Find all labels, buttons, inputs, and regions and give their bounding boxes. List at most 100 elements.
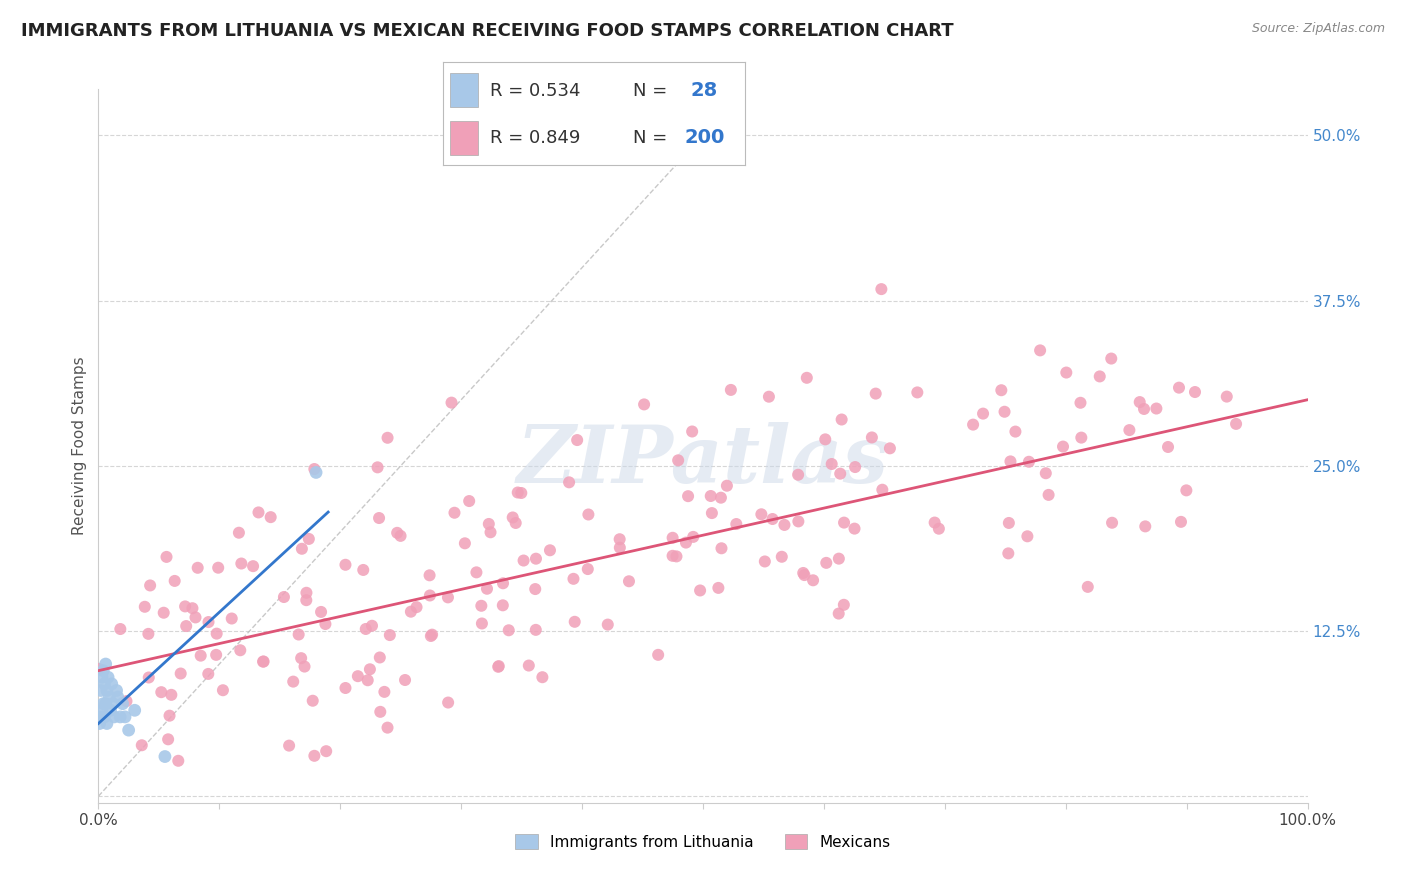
Point <box>174 619 197 633</box>
Point <box>419 629 441 643</box>
Point <box>828 607 851 621</box>
Point <box>157 732 180 747</box>
Point <box>377 431 399 445</box>
Point <box>512 553 534 567</box>
Point <box>524 582 547 596</box>
Point <box>458 494 481 508</box>
Point <box>879 442 901 456</box>
Point <box>1018 455 1040 469</box>
Point <box>1035 467 1057 481</box>
Point <box>304 748 326 763</box>
Point <box>1135 519 1157 533</box>
Point <box>832 516 855 530</box>
Point <box>231 557 253 571</box>
Point <box>97 670 120 684</box>
Point <box>107 690 129 704</box>
Point <box>91 697 114 711</box>
Y-axis label: Receiving Food Stamps: Receiving Food Stamps <box>72 357 87 535</box>
Text: R = 0.534: R = 0.534 <box>489 82 581 100</box>
Point <box>110 622 132 636</box>
Point <box>359 662 381 676</box>
Point <box>865 386 887 401</box>
Text: 28: 28 <box>690 81 718 100</box>
Point <box>661 549 683 563</box>
Point <box>295 593 318 607</box>
Point <box>962 417 984 432</box>
Point <box>524 623 547 637</box>
Point <box>498 624 520 638</box>
Point <box>437 696 460 710</box>
Point <box>1054 366 1077 380</box>
Point <box>1069 396 1091 410</box>
Point <box>1017 529 1039 543</box>
Point <box>114 710 136 724</box>
Point <box>815 556 838 570</box>
Point <box>860 430 883 444</box>
Point <box>479 525 502 540</box>
Point <box>531 670 554 684</box>
Point <box>1157 440 1180 454</box>
Point <box>661 531 683 545</box>
Point <box>700 489 723 503</box>
Point <box>94 657 117 671</box>
Point <box>181 601 204 615</box>
Point <box>155 549 177 564</box>
Point <box>160 688 183 702</box>
Point <box>609 541 631 555</box>
Point <box>287 627 309 641</box>
Point <box>174 599 197 614</box>
Point <box>905 385 928 400</box>
Point <box>405 600 427 615</box>
Point <box>205 648 228 662</box>
Point <box>283 674 305 689</box>
Point <box>89 716 111 731</box>
Point <box>538 543 561 558</box>
Point <box>159 708 181 723</box>
Point <box>633 397 655 411</box>
Point <box>440 395 463 409</box>
Point <box>134 599 156 614</box>
Point <box>138 627 160 641</box>
Point <box>796 371 818 385</box>
Point <box>720 383 742 397</box>
Point <box>389 529 412 543</box>
Point <box>118 723 141 738</box>
Point <box>751 508 773 522</box>
Point <box>1144 401 1167 416</box>
Point <box>506 485 529 500</box>
Point <box>304 462 326 476</box>
Point <box>91 670 114 684</box>
Point <box>419 589 441 603</box>
Point <box>373 685 395 699</box>
Point <box>205 626 228 640</box>
Point <box>1216 390 1239 404</box>
Point <box>676 489 699 503</box>
Point <box>290 651 312 665</box>
Legend: Immigrants from Lithuania, Mexicans: Immigrants from Lithuania, Mexicans <box>509 828 897 855</box>
Point <box>221 611 243 625</box>
Point <box>821 457 844 471</box>
Point <box>488 659 510 673</box>
Point <box>368 650 391 665</box>
Point <box>558 475 581 490</box>
Point <box>100 677 122 691</box>
Point <box>247 505 270 519</box>
Point <box>576 508 599 522</box>
Point <box>212 683 235 698</box>
Point <box>167 754 190 768</box>
Point <box>163 574 186 588</box>
Point <box>754 554 776 568</box>
Point <box>725 516 748 531</box>
Point <box>928 522 950 536</box>
Point <box>335 558 357 572</box>
Text: Source: ZipAtlas.com: Source: ZipAtlas.com <box>1251 22 1385 36</box>
Point <box>197 615 219 629</box>
Point <box>665 549 688 564</box>
Point <box>96 716 118 731</box>
Point <box>707 581 730 595</box>
Point <box>492 576 515 591</box>
Point <box>710 541 733 556</box>
Point <box>1184 384 1206 399</box>
Point <box>471 616 494 631</box>
Point <box>94 697 117 711</box>
